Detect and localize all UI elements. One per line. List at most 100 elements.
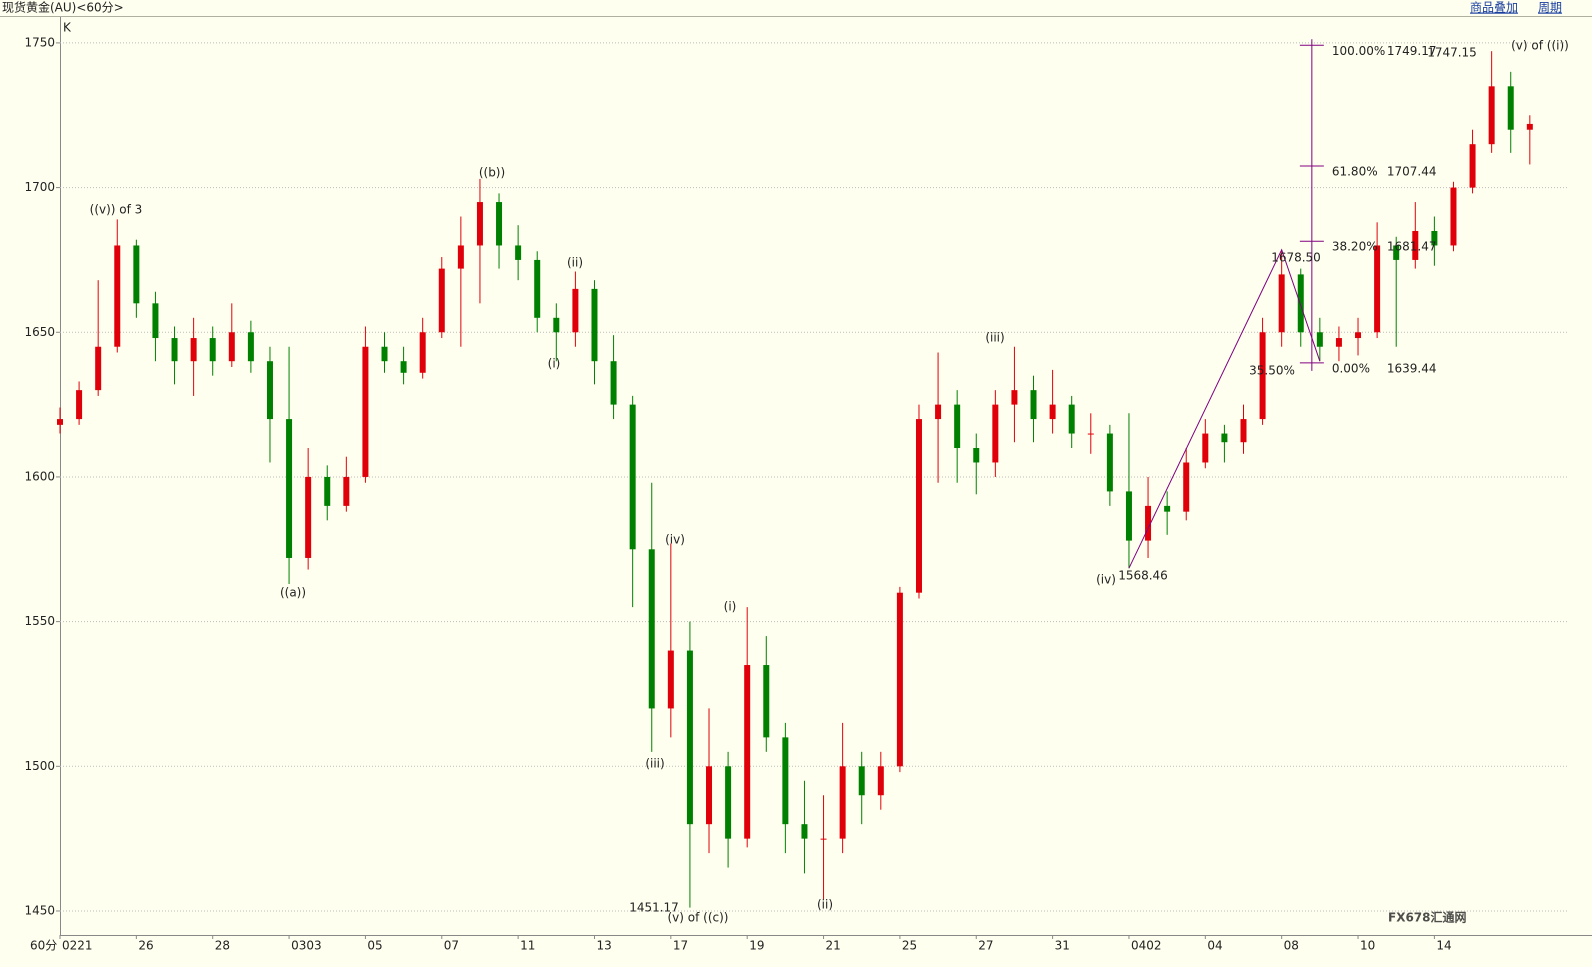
candle-body [133,245,140,304]
x-tick-label: 17 [673,939,688,953]
candle-body [1221,433,1228,443]
candle-body [1125,491,1132,541]
candle-body [343,476,350,506]
annotation: (iii) [985,331,1004,345]
candle-body [1087,433,1094,435]
annotation: ((b)) [479,166,505,180]
annotation: (iv) [665,533,685,547]
fib-price: 1749.17 [1387,44,1437,58]
candle-body [1431,230,1438,246]
candle-body [725,766,732,839]
candle-body [935,404,942,420]
x-tick-label: 10 [1360,939,1375,953]
candle-body [266,361,273,420]
overlay-link[interactable]: 商品叠加 [1470,0,1518,15]
candle-body [476,202,483,246]
candle-body [954,404,961,449]
fib-price: 1707.44 [1387,165,1437,179]
candle-body [1145,505,1152,541]
candle-body [992,404,999,463]
candle-body [1335,338,1342,347]
candle-body [419,332,426,373]
y-tick-label: 1700 [24,180,55,194]
annotation: (i) [724,600,737,614]
candle-body [381,346,388,362]
candle-body [973,448,980,463]
y-tick-label: 1650 [24,325,55,339]
annotation: (iii) [645,757,664,771]
x-tick-label: 27 [978,939,993,953]
candle-body [57,419,63,425]
x-tick-label: 0402 [1131,939,1162,953]
x-tick-label: 14 [1436,939,1451,953]
candle-body [1297,274,1304,333]
candle-body [1202,433,1209,463]
candle-body [1183,462,1190,512]
annotation: ((v)) of 3 [90,203,143,217]
fib-pct: 100.00% [1332,44,1385,58]
candle-body [915,419,922,593]
x-tick-label: 25 [902,939,917,953]
candle-body [362,346,369,477]
candle-body [667,650,674,709]
y-tick-label: 1600 [24,469,55,483]
watermark: FX678汇通网 [1388,910,1467,925]
candle-body [801,824,808,839]
fib-pct: 61.80% [1332,165,1378,179]
x-tick-label: 05 [367,939,382,953]
candle-body [305,476,312,558]
x-tick-label: 11 [520,939,535,953]
candle-body [209,338,216,362]
candle-body [1488,86,1495,145]
fib-pct: 0.00% [1332,361,1370,375]
annotation: (v) of ((i)) [1511,39,1569,53]
candle-body [572,288,579,333]
x-tick-label: 0221 [62,939,93,953]
candle-body [1068,404,1075,434]
candle-body [457,245,464,269]
candle-body [1011,390,1018,405]
x-tick-label: 19 [749,939,764,953]
candle-body [515,245,522,260]
candle-body [1240,419,1247,443]
annotation: 1568.46 [1118,569,1168,583]
x-tick-label: 08 [1284,939,1299,953]
x-tick-label: 0303 [291,939,322,953]
annotation: (v) of ((c)) [668,911,729,925]
period-link[interactable]: 周期 [1538,1,1562,15]
candle-body [228,332,235,362]
candle-body [496,202,503,246]
candle-body [1507,86,1514,130]
candle-body [534,259,541,318]
candle-body [1316,332,1323,347]
candle-body [400,361,407,373]
candle-body [1259,332,1266,420]
header-bar [0,0,1592,16]
x-tick-label: 26 [138,939,153,953]
candle-body [286,419,293,558]
candle-body [1049,404,1056,420]
candle-body [1355,332,1362,339]
annotation: 1451.17 [629,901,679,915]
x-tick-label: 04 [1207,939,1222,953]
candle-body [686,650,693,825]
candle-body [171,338,178,362]
x-tick-label: 31 [1055,939,1070,953]
candle-body [324,476,331,506]
x-tick-label: 21 [826,939,841,953]
candle-body [820,838,827,840]
annotation: 1678.50 [1271,251,1321,265]
candle-body [763,665,770,738]
fib-price: 1681.47 [1387,240,1437,254]
candle-body [1469,144,1476,188]
annotation: (ii) [567,256,583,270]
candle-body [1164,505,1171,512]
candle-body [438,268,445,333]
panel-label: K [63,21,72,35]
candle-body [76,390,83,420]
x-tick-label: 28 [215,939,230,953]
annotation: 1747.15 [1427,46,1477,60]
x-tick-label: 07 [444,939,459,953]
